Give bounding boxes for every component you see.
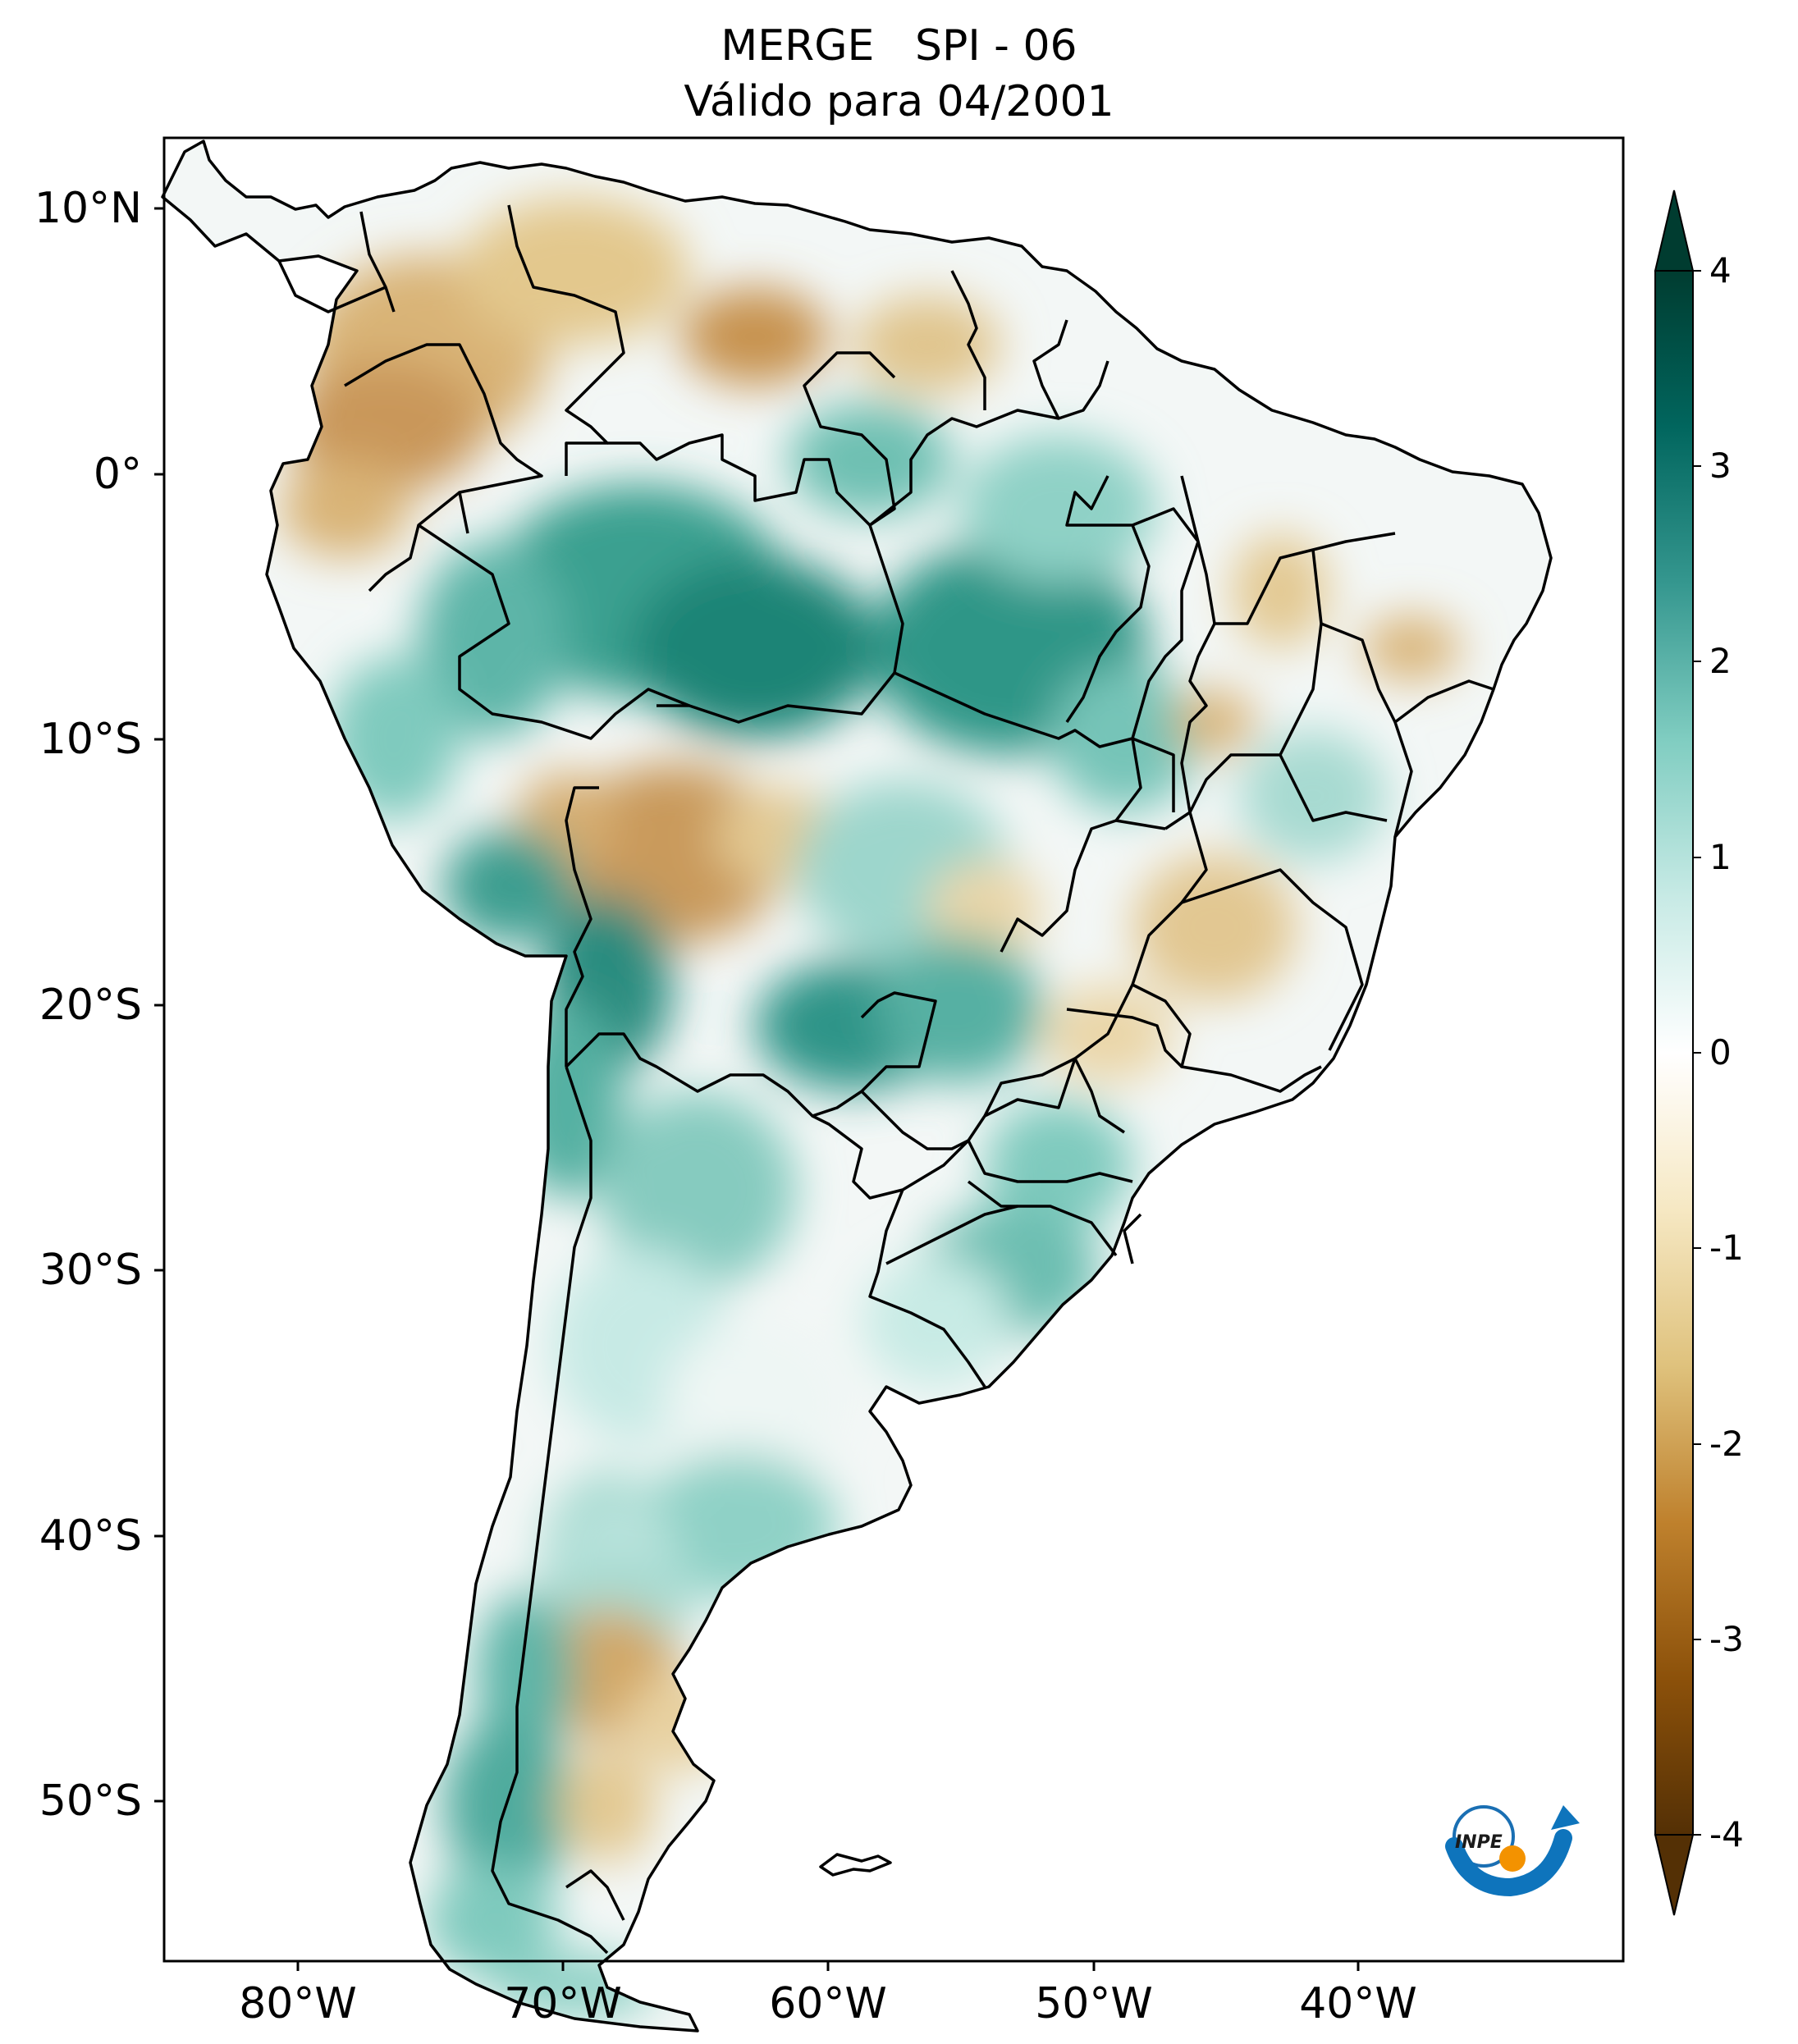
x-tick-label: 80°W — [239, 1979, 357, 2028]
y-tick-label: 0° — [93, 450, 142, 499]
colorbar-tick-label: -1 — [1709, 1228, 1744, 1268]
axis-tick-marks — [154, 207, 1360, 1971]
colorbar-tick-label: 4 — [1709, 250, 1732, 290]
x-tick-label: 40°W — [1299, 1979, 1417, 2028]
y-tick-label: 50°S — [39, 1776, 142, 1826]
map-frame — [162, 136, 1625, 1963]
country-borders — [161, 139, 1553, 2033]
colorbar-tick-label: -2 — [1709, 1424, 1744, 1464]
x-tick-label: 50°W — [1035, 1979, 1153, 2028]
y-tick-label: 20°S — [39, 981, 142, 1030]
colorbar-tick-label: 3 — [1709, 446, 1732, 486]
map-title: MERGE SPI - 06 — [721, 21, 1077, 71]
colorbar-min-extend — [1654, 1834, 1695, 1916]
colorbar-max-extend — [1654, 190, 1695, 272]
map-subtitle: Válido para 04/2001 — [684, 77, 1114, 126]
y-tick-label: 40°S — [39, 1511, 142, 1561]
inpe-logo-text: INPE — [1455, 1832, 1503, 1853]
colorbar-tick-label: 2 — [1709, 641, 1732, 681]
x-tick-label: 70°W — [504, 1979, 622, 2028]
colorbar-body — [1654, 270, 1694, 1836]
colorbar-tick-label: 0 — [1709, 1032, 1732, 1072]
y-tick-label: 10°N — [34, 184, 142, 233]
y-tick-label: 30°S — [39, 1246, 142, 1295]
spi-field — [279, 197, 1461, 2019]
inpe-logo: INPE — [1445, 1805, 1580, 1897]
colorbar — [1654, 190, 1701, 1916]
colorbar-tick-label: -3 — [1709, 1619, 1744, 1659]
x-tick-label: 60°W — [769, 1979, 887, 2028]
colorbar-tick-label: -4 — [1709, 1814, 1744, 1854]
colorbar-tick-label: 1 — [1709, 837, 1732, 877]
y-tick-label: 10°S — [39, 715, 142, 764]
